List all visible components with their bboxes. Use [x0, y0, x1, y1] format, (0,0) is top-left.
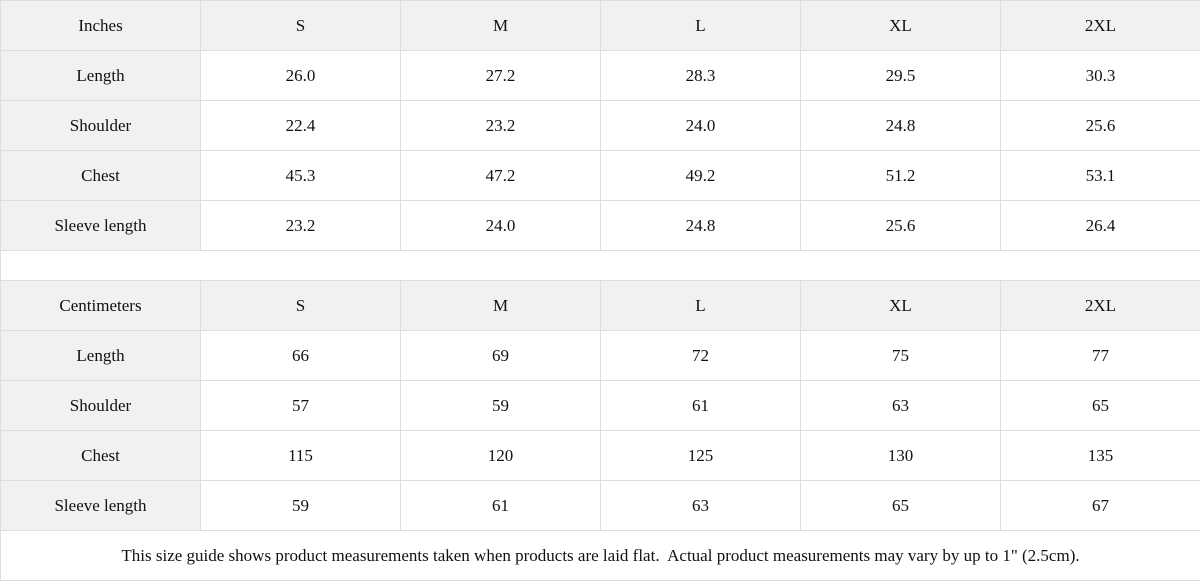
measurement-cell: 75: [801, 331, 1001, 381]
measurement-cell: 61: [601, 381, 801, 431]
measurement-cell: 66: [201, 331, 401, 381]
measurement-cell: 130: [801, 431, 1001, 481]
measurement-cell: 30.3: [1001, 51, 1200, 101]
cm-shoulder-row: Shoulder 57 59 61 63 65: [1, 381, 1200, 431]
row-label-sleeve-length: Sleeve length: [1, 481, 201, 531]
measurement-cell: 26.0: [201, 51, 401, 101]
inches-length-row: Length 26.0 27.2 28.3 29.5 30.3: [1, 51, 1200, 101]
row-label-chest: Chest: [1, 431, 201, 481]
measurement-cell: 24.0: [401, 201, 601, 251]
measurement-cell: 72: [601, 331, 801, 381]
measurement-cell: 29.5: [801, 51, 1001, 101]
measurement-cell: 51.2: [801, 151, 1001, 201]
measurement-cell: 24.8: [601, 201, 801, 251]
measurement-cell: 57: [201, 381, 401, 431]
measurement-cell: 125: [601, 431, 801, 481]
size-header-2xl: 2XL: [1001, 281, 1200, 331]
measurement-cell: 24.0: [601, 101, 801, 151]
size-guide-note: This size guide shows product measuremen…: [1, 531, 1200, 581]
measurement-cell: 53.1: [1001, 151, 1200, 201]
measurement-cell: 65: [801, 481, 1001, 531]
measurement-cell: 23.2: [201, 201, 401, 251]
size-header-l: L: [601, 281, 801, 331]
measurement-cell: 63: [801, 381, 1001, 431]
size-header-2xl: 2XL: [1001, 1, 1200, 51]
centimeters-header-row: Centimeters S M L XL 2XL: [1, 281, 1200, 331]
row-label-length: Length: [1, 51, 201, 101]
measurement-cell: 77: [1001, 331, 1200, 381]
measurement-cell: 67: [1001, 481, 1200, 531]
measurement-cell: 22.4: [201, 101, 401, 151]
measurement-cell: 49.2: [601, 151, 801, 201]
measurement-cell: 26.4: [1001, 201, 1200, 251]
size-header-s: S: [201, 1, 401, 51]
size-header-xl: XL: [801, 1, 1001, 51]
measurement-cell: 63: [601, 481, 801, 531]
spacer-cell: [1, 251, 1200, 281]
inches-shoulder-row: Shoulder 22.4 23.2 24.0 24.8 25.6: [1, 101, 1200, 151]
measurement-cell: 47.2: [401, 151, 601, 201]
measurement-cell: 61: [401, 481, 601, 531]
measurement-cell: 69: [401, 331, 601, 381]
inches-chest-row: Chest 45.3 47.2 49.2 51.2 53.1: [1, 151, 1200, 201]
size-header-m: M: [401, 1, 601, 51]
cm-length-row: Length 66 69 72 75 77: [1, 331, 1200, 381]
unit-header-inches: Inches: [1, 1, 201, 51]
measurement-cell: 27.2: [401, 51, 601, 101]
cm-sleeve-row: Sleeve length 59 61 63 65 67: [1, 481, 1200, 531]
row-label-shoulder: Shoulder: [1, 381, 201, 431]
inches-sleeve-row: Sleeve length 23.2 24.0 24.8 25.6 26.4: [1, 201, 1200, 251]
measurement-cell: 45.3: [201, 151, 401, 201]
measurement-cell: 59: [401, 381, 601, 431]
measurement-cell: 65: [1001, 381, 1200, 431]
size-header-xl: XL: [801, 281, 1001, 331]
measurement-cell: 25.6: [801, 201, 1001, 251]
size-header-l: L: [601, 1, 801, 51]
unit-header-centimeters: Centimeters: [1, 281, 201, 331]
row-label-shoulder: Shoulder: [1, 101, 201, 151]
row-label-chest: Chest: [1, 151, 201, 201]
measurement-cell: 28.3: [601, 51, 801, 101]
inches-header-row: Inches S M L XL 2XL: [1, 1, 1200, 51]
cm-chest-row: Chest 115 120 125 130 135: [1, 431, 1200, 481]
note-row: This size guide shows product measuremen…: [1, 531, 1200, 581]
row-label-sleeve-length: Sleeve length: [1, 201, 201, 251]
measurement-cell: 59: [201, 481, 401, 531]
section-spacer-row: [1, 251, 1200, 281]
measurement-cell: 135: [1001, 431, 1200, 481]
measurement-cell: 24.8: [801, 101, 1001, 151]
row-label-length: Length: [1, 331, 201, 381]
size-header-m: M: [401, 281, 601, 331]
measurement-cell: 115: [201, 431, 401, 481]
measurement-cell: 120: [401, 431, 601, 481]
measurement-cell: 23.2: [401, 101, 601, 151]
size-header-s: S: [201, 281, 401, 331]
measurement-cell: 25.6: [1001, 101, 1200, 151]
